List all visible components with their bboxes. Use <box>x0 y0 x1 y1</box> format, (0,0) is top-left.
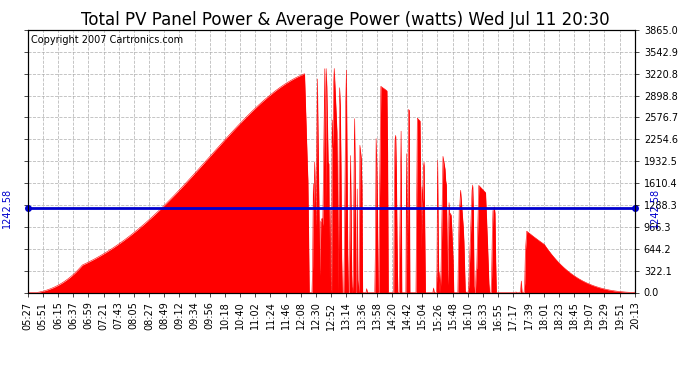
Text: Copyright 2007 Cartronics.com: Copyright 2007 Cartronics.com <box>30 35 183 45</box>
Text: 1242.58: 1242.58 <box>3 188 12 228</box>
Text: Total PV Panel Power & Average Power (watts) Wed Jul 11 20:30: Total PV Panel Power & Average Power (wa… <box>81 11 609 29</box>
Text: 1242.58: 1242.58 <box>650 188 660 228</box>
